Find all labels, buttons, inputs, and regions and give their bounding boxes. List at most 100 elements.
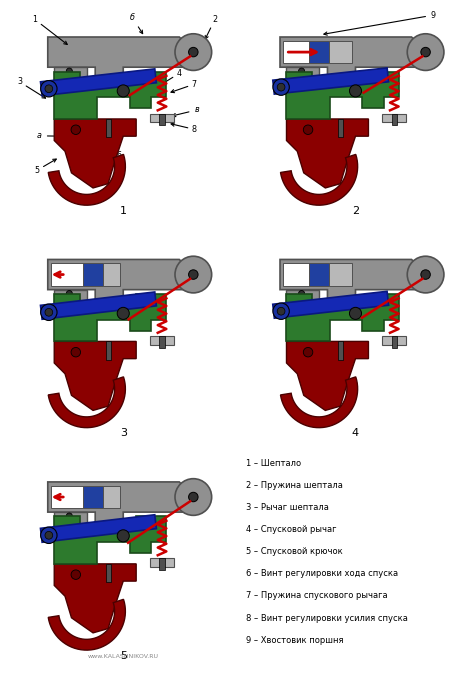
Circle shape xyxy=(71,125,81,134)
Circle shape xyxy=(349,307,362,319)
Text: 4 – Спусковой рычаг: 4 – Спусковой рычаг xyxy=(246,525,337,535)
FancyBboxPatch shape xyxy=(383,336,406,345)
Circle shape xyxy=(277,83,285,91)
Text: 7: 7 xyxy=(171,80,197,93)
Polygon shape xyxy=(40,515,156,542)
FancyBboxPatch shape xyxy=(51,264,83,286)
Polygon shape xyxy=(54,289,87,304)
Circle shape xyxy=(66,291,73,296)
Circle shape xyxy=(189,492,198,502)
Text: 6: 6 xyxy=(109,132,121,160)
Circle shape xyxy=(41,304,57,321)
FancyBboxPatch shape xyxy=(51,486,83,508)
Circle shape xyxy=(273,79,289,95)
FancyBboxPatch shape xyxy=(309,264,328,286)
Circle shape xyxy=(71,347,81,357)
Circle shape xyxy=(299,68,305,74)
FancyBboxPatch shape xyxy=(338,119,343,138)
Polygon shape xyxy=(48,259,194,300)
Text: 9 – Хвостовик поршня: 9 – Хвостовик поршня xyxy=(246,635,344,644)
Text: 3: 3 xyxy=(120,428,127,439)
FancyBboxPatch shape xyxy=(150,114,174,122)
Text: 6 – Винт регулировки хода спуска: 6 – Винт регулировки хода спуска xyxy=(246,569,399,578)
Circle shape xyxy=(66,513,73,519)
Polygon shape xyxy=(54,294,166,341)
FancyBboxPatch shape xyxy=(83,486,103,508)
Circle shape xyxy=(175,34,212,70)
Polygon shape xyxy=(40,292,156,319)
Circle shape xyxy=(175,256,212,293)
Text: 1 – Шептало: 1 – Шептало xyxy=(246,459,301,469)
Circle shape xyxy=(45,308,53,316)
Circle shape xyxy=(407,34,444,70)
Polygon shape xyxy=(54,512,87,527)
Circle shape xyxy=(117,307,129,319)
Circle shape xyxy=(41,527,57,543)
Circle shape xyxy=(189,270,198,279)
Circle shape xyxy=(277,307,285,315)
FancyBboxPatch shape xyxy=(309,41,328,63)
Text: 2 – Пружина шептала: 2 – Пружина шептала xyxy=(246,481,343,490)
Text: 8 – Винт регулировки усилия спуска: 8 – Винт регулировки усилия спуска xyxy=(246,614,408,622)
Circle shape xyxy=(41,80,57,97)
Polygon shape xyxy=(54,119,136,188)
Circle shape xyxy=(45,531,53,539)
Circle shape xyxy=(117,85,129,97)
Polygon shape xyxy=(48,155,126,205)
Circle shape xyxy=(299,291,305,296)
Circle shape xyxy=(71,570,81,580)
FancyBboxPatch shape xyxy=(283,41,309,63)
FancyBboxPatch shape xyxy=(328,41,352,63)
FancyBboxPatch shape xyxy=(106,119,111,138)
Text: 4: 4 xyxy=(352,428,359,439)
FancyBboxPatch shape xyxy=(159,558,164,571)
Circle shape xyxy=(421,48,430,57)
Text: 8: 8 xyxy=(171,123,197,134)
Polygon shape xyxy=(54,516,166,564)
FancyBboxPatch shape xyxy=(392,336,397,348)
Circle shape xyxy=(303,125,313,134)
Text: 3 – Рычаг шептала: 3 – Рычаг шептала xyxy=(246,503,329,512)
Polygon shape xyxy=(273,291,389,318)
Polygon shape xyxy=(286,289,319,304)
Circle shape xyxy=(45,85,53,93)
FancyBboxPatch shape xyxy=(103,486,120,508)
Text: 5 – Спусковой крючок: 5 – Спусковой крючок xyxy=(246,548,343,556)
Text: а: а xyxy=(37,131,61,140)
FancyBboxPatch shape xyxy=(159,114,164,125)
Text: 5: 5 xyxy=(120,651,127,661)
Polygon shape xyxy=(48,599,126,650)
Text: в: в xyxy=(173,106,199,116)
FancyBboxPatch shape xyxy=(150,336,174,345)
Polygon shape xyxy=(286,67,319,82)
Polygon shape xyxy=(54,564,136,633)
Circle shape xyxy=(421,270,430,279)
Polygon shape xyxy=(281,377,358,428)
Circle shape xyxy=(117,530,129,542)
Polygon shape xyxy=(54,67,87,82)
FancyBboxPatch shape xyxy=(338,341,343,360)
Polygon shape xyxy=(48,482,194,523)
Polygon shape xyxy=(286,119,368,188)
Text: 2: 2 xyxy=(352,206,359,216)
Polygon shape xyxy=(286,72,399,119)
FancyBboxPatch shape xyxy=(159,336,164,348)
Circle shape xyxy=(303,347,313,357)
Text: 7 – Пружина спускового рычага: 7 – Пружина спускового рычага xyxy=(246,592,388,601)
Text: 1: 1 xyxy=(120,206,127,216)
FancyBboxPatch shape xyxy=(106,341,111,360)
FancyBboxPatch shape xyxy=(103,264,120,286)
Circle shape xyxy=(175,479,212,516)
Polygon shape xyxy=(48,37,194,78)
Polygon shape xyxy=(54,72,166,119)
Polygon shape xyxy=(273,68,389,94)
FancyBboxPatch shape xyxy=(150,558,174,567)
FancyBboxPatch shape xyxy=(328,264,352,286)
Text: 4: 4 xyxy=(160,69,182,85)
FancyBboxPatch shape xyxy=(392,114,397,125)
Polygon shape xyxy=(40,69,156,96)
FancyBboxPatch shape xyxy=(283,264,309,286)
Text: 9: 9 xyxy=(324,11,436,35)
Text: б: б xyxy=(130,13,143,33)
Text: 1: 1 xyxy=(32,15,67,44)
